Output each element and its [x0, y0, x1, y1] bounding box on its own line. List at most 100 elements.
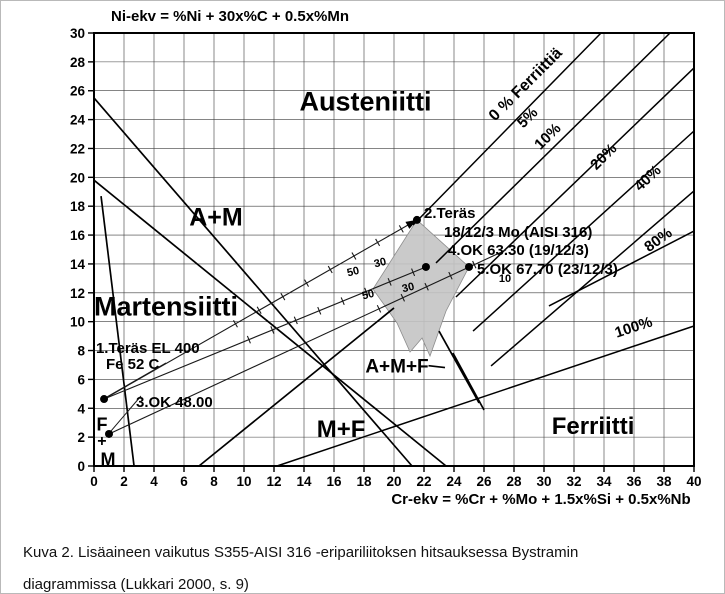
tie-line-tick: [293, 316, 298, 325]
figure-caption-line2: diagrammissa (Lukkari 2000, s. 9): [23, 575, 249, 593]
tie-line-label: 50: [346, 265, 361, 280]
tie-line-tick: [387, 277, 392, 286]
am-martensite-boundary: [93, 179, 447, 467]
point-label: Fe 52 C: [106, 356, 160, 373]
ferrite-line: [455, 67, 695, 298]
y-axis-tick-label: 26: [70, 84, 86, 99]
point-2-teras-aisi316: [412, 215, 421, 224]
tie-line-tick: [270, 326, 275, 334]
m-mf-boundary: [198, 307, 395, 467]
region-label: A+M+F: [365, 357, 428, 378]
y-axis-tick-label: 6: [77, 372, 85, 387]
y-axis-tick-label: 12: [70, 286, 85, 301]
ferrite-line-label: 100%: [613, 313, 655, 341]
point-3-ok-4800: [105, 429, 113, 438]
region-label: A+M: [189, 203, 242, 231]
tie-line-tick: [256, 306, 262, 314]
region-label: M: [100, 449, 115, 469]
dilution-tie-line: [103, 219, 418, 400]
x-axis-tick-label: 20: [386, 474, 401, 489]
austenite-am-boundary: [93, 97, 413, 467]
point-label: 3.OK 48.00: [136, 394, 213, 411]
ferrite-line-label: 80%: [641, 224, 675, 255]
amf-label-dash: [428, 364, 446, 369]
region-label: F: [96, 414, 107, 434]
fm-martensite-boundary: [100, 195, 135, 467]
amf-right-boundary: [438, 330, 480, 404]
x-axis-tick-label: 38: [656, 474, 672, 489]
tie-line-tick: [327, 265, 333, 274]
tie-line-tick: [233, 320, 238, 328]
tie-line-tick: [424, 282, 429, 291]
tie-line-tick: [472, 260, 477, 269]
tie-line-tick: [411, 268, 416, 277]
dilution-tie-line: [103, 266, 427, 400]
y-axis-tick-label: 0: [77, 459, 85, 474]
ferrite-line: [276, 325, 695, 467]
tie-line-tick: [398, 225, 404, 233]
y-axis-tick-label: 2: [77, 430, 85, 445]
bystram-diagram: 0 % Ferriittiä5%10%20%40%80%100%Austenii…: [70, 8, 702, 508]
x-axis-tick-label: 16: [326, 474, 342, 489]
tie-line-tick: [304, 279, 310, 287]
x-axis-tick-label: 10: [236, 474, 251, 489]
x-axis-tick-label: 34: [596, 474, 612, 489]
y-axis-tick-label: 24: [70, 113, 86, 128]
tie-line-tick: [400, 293, 405, 302]
region-label: Ferriitti: [552, 413, 635, 440]
tie-line-tick: [375, 238, 381, 247]
x-axis-tick-label: 24: [446, 474, 462, 489]
tie-line-label: 50: [361, 288, 376, 303]
x-axis-tick-label: 26: [476, 474, 492, 489]
tie-line-label: 30: [401, 281, 416, 296]
y-axis-tick-label: 14: [70, 257, 86, 272]
x-axis-tick-label: 14: [296, 474, 312, 489]
x-axis-tick-label: 32: [566, 474, 581, 489]
tie-line-tick: [376, 304, 382, 313]
x-axis-tick-label: 28: [506, 474, 522, 489]
region-label: M+F: [317, 416, 366, 443]
y-axis-tick-label: 8: [77, 344, 85, 359]
tie-line-tick: [246, 335, 251, 344]
ferrite-line-label: 5%: [514, 104, 541, 131]
y-axis-tick-label: 20: [70, 170, 85, 185]
ferrite-line-label: 40%: [631, 162, 665, 195]
point-4-ok-6330: [421, 262, 430, 271]
x-axis-tick-label: 0: [90, 474, 98, 489]
tie-line-label: 10: [499, 273, 511, 285]
ferrite-line: [490, 190, 695, 367]
x-axis-tick-label: 8: [210, 474, 218, 489]
label-pointer-line: [110, 395, 142, 432]
ferrite-line: [548, 230, 695, 307]
y-axis-tick-label: 28: [70, 55, 86, 70]
figure-caption: Kuva 2. Lisäaineen vaikutus S355-AISI 31…: [23, 537, 724, 593]
label-pointer-line: [104, 362, 167, 399]
x-axis-tick-label: 12: [266, 474, 281, 489]
y-axis-tick-label: 30: [70, 26, 85, 41]
ferrite-line: [412, 32, 602, 226]
x-axis-tick-label: 6: [180, 474, 188, 489]
ferrite-line: [435, 32, 671, 264]
x-axis-tick-label: 40: [686, 474, 701, 489]
x-axis-tick-label: 4: [150, 474, 158, 489]
x-axis-tick-label: 36: [626, 474, 642, 489]
x-axis-tick-label: 2: [120, 474, 128, 489]
tie-line-label: 30: [373, 256, 388, 271]
x-axis-tick-label: 22: [416, 474, 431, 489]
tie-line-tick: [364, 287, 369, 296]
tie-line-tick: [280, 292, 286, 301]
x-axis-tick-label: 18: [356, 474, 372, 489]
tie-line-tick: [340, 297, 345, 306]
x-axis-title: Cr-ekv = %Cr + %Mo + 1.5x%Si + 0.5x%Nb: [391, 491, 690, 508]
y-axis-title: Ni-ekv = %Ni + 30x%C + 0.5x%Mn: [111, 8, 349, 25]
region-label: Martensiitti: [94, 292, 238, 322]
dilution-tie-line: [108, 249, 507, 435]
region-label: +: [97, 433, 106, 450]
point-label: 5.OK 67.70 (23/12/3): [477, 261, 618, 278]
y-axis-tick-label: 22: [70, 141, 85, 156]
point-1-teras-el400: [100, 395, 109, 404]
y-axis-tick-label: 18: [70, 199, 86, 214]
tie-line-tick: [351, 252, 357, 260]
y-axis-tick-label: 16: [70, 228, 86, 243]
